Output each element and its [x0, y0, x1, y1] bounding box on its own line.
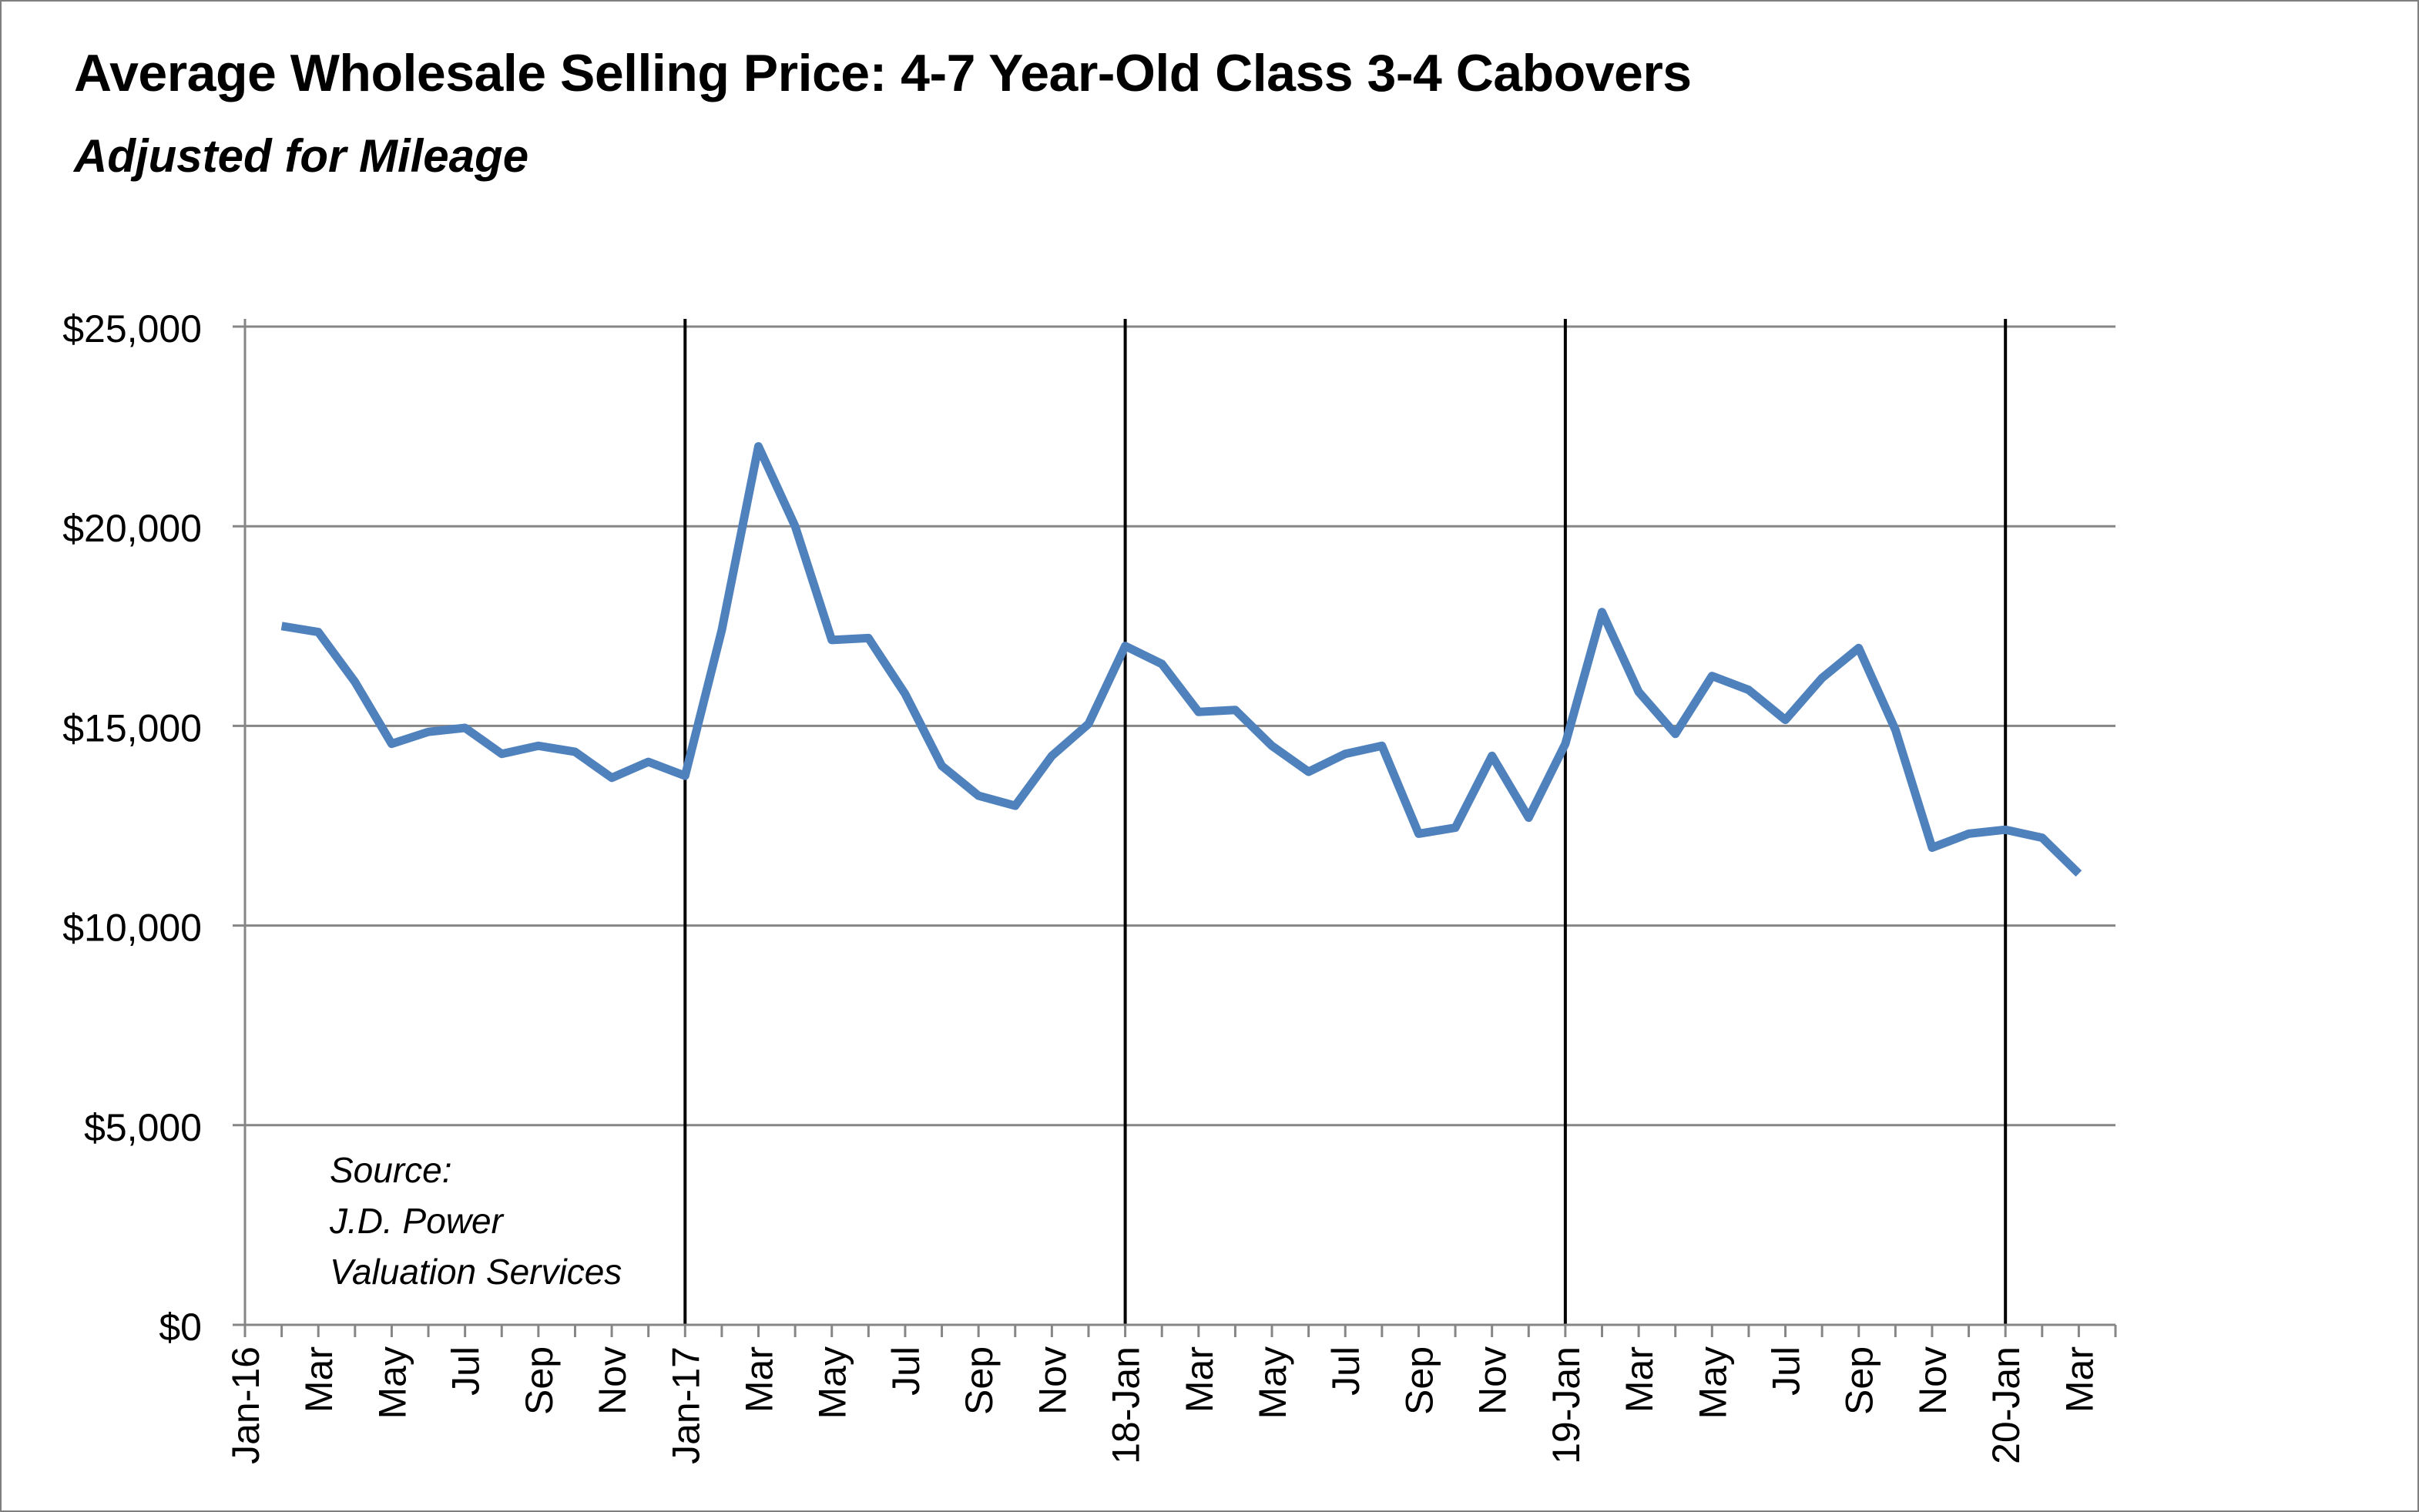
x-tick-label: Mar	[738, 1346, 781, 1413]
x-tick-label: Jan-16	[224, 1346, 267, 1464]
source-line-2: J.D. Power	[330, 1201, 503, 1241]
x-tick-label: Nov	[1031, 1346, 1074, 1415]
x-tick-label: May	[811, 1346, 854, 1419]
source-line-3: Valuation Services	[330, 1252, 622, 1292]
y-tick-labels: $0 $5,000 $10,000 $15,000 $20,000 $25,000	[62, 307, 202, 1349]
series	[280, 442, 2082, 877]
x-tick-label: Sep	[958, 1346, 1001, 1415]
x-tick-label: Sep	[1838, 1346, 1881, 1415]
y-tick-label: $0	[159, 1306, 202, 1349]
chart-subtitle: Adjusted for Mileage	[74, 130, 529, 182]
chart-title: Average Wholesale Selling Price: 4-7 Yea…	[74, 44, 1692, 102]
x-tick-label: May	[371, 1346, 414, 1419]
x-tick-label: Jul	[445, 1346, 488, 1396]
x-tick-label: Mar	[2058, 1346, 2101, 1413]
x-tick-label: 18-Jan	[1105, 1346, 1148, 1464]
x-tick-label: Mar	[1178, 1346, 1221, 1413]
y-tick-label: $25,000	[62, 307, 202, 350]
x-tick-label: Jul	[884, 1346, 928, 1396]
x-tick-label: Sep	[1397, 1346, 1441, 1415]
axes	[233, 319, 2117, 1337]
x-tick-label: Sep	[518, 1346, 561, 1415]
x-tick-label: Mar	[297, 1346, 341, 1413]
x-tick-label: May	[1691, 1346, 1734, 1419]
x-tick-label: May	[1251, 1346, 1294, 1419]
source-line-1: Source:	[330, 1150, 452, 1190]
x-tick-label: 20-Jan	[1985, 1346, 2028, 1464]
x-tick-label: Jul	[1765, 1346, 1808, 1396]
x-tick-label: 19-Jan	[1545, 1346, 1588, 1464]
gridlines	[233, 325, 2115, 1127]
x-tick-label: Mar	[1618, 1346, 1661, 1413]
series-line-1	[280, 442, 2082, 877]
x-tick-label: Jan-17	[664, 1346, 707, 1464]
year-dividers	[683, 319, 2008, 1325]
x-tick-labels: Jan-16 Mar May Jul Sep Nov Jan-17 Mar May Jul Sep N…	[224, 1346, 2101, 1464]
x-tick-label: Nov	[591, 1346, 634, 1415]
x-tick-label: Nov	[1471, 1346, 1515, 1415]
y-tick-label: $5,000	[84, 1106, 202, 1149]
y-tick-label: $15,000	[62, 706, 202, 749]
y-tick-label: $20,000	[62, 507, 202, 550]
x-tick-label: Nov	[1911, 1346, 1954, 1415]
x-tick-label: Jul	[1324, 1346, 1367, 1396]
y-tick-label: $10,000	[62, 907, 202, 950]
source-annotation: Source: J.D. Power Valuation Services	[330, 1145, 622, 1297]
